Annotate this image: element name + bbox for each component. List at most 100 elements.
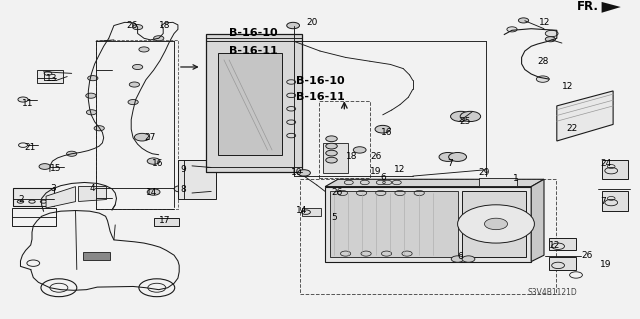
Circle shape [94,126,104,131]
Circle shape [86,110,97,115]
Bar [302,208,321,216]
Bar [13,188,54,206]
Circle shape [139,47,149,52]
Text: 19: 19 [600,260,612,269]
Text: B-16-11: B-16-11 [296,92,344,102]
Bar [319,101,370,178]
Text: 10: 10 [291,168,303,177]
Text: 7: 7 [600,197,606,206]
Circle shape [375,125,390,133]
Text: 22: 22 [566,124,578,133]
Text: 7: 7 [447,159,452,168]
Text: 14: 14 [296,206,307,215]
Circle shape [298,170,310,176]
Circle shape [536,76,549,82]
Text: 13: 13 [46,74,58,83]
Text: B-16-10: B-16-10 [229,28,278,39]
Circle shape [507,27,517,32]
Text: 26: 26 [127,21,138,30]
Text: 27: 27 [144,133,156,142]
Circle shape [326,150,337,156]
Bar [479,178,517,186]
Text: 16: 16 [381,128,392,137]
Polygon shape [325,179,544,187]
Bar [206,34,302,172]
Circle shape [545,37,556,42]
Text: 28: 28 [538,57,549,66]
Text: 26: 26 [581,251,593,260]
Text: 24: 24 [600,159,612,168]
Polygon shape [46,187,76,208]
Circle shape [484,218,508,230]
Text: 19: 19 [370,167,381,176]
Text: B-16-10: B-16-10 [296,76,344,86]
Circle shape [460,111,481,122]
Text: B-16-11: B-16-11 [229,46,278,56]
Bar [218,53,282,155]
Bar [330,191,458,257]
Circle shape [154,36,164,41]
Polygon shape [602,2,621,13]
Text: 5: 5 [332,213,337,222]
Text: 11: 11 [22,99,33,108]
Circle shape [287,22,300,29]
Text: 12: 12 [539,18,550,27]
Bar [178,160,216,199]
Text: 9: 9 [180,165,186,174]
Bar [549,238,576,250]
Bar [602,160,628,179]
Text: 12: 12 [394,165,405,174]
Text: 17: 17 [159,216,170,225]
Polygon shape [531,179,544,262]
Text: 18: 18 [159,21,170,30]
Circle shape [545,30,558,37]
Circle shape [39,164,51,169]
Circle shape [128,100,138,105]
Circle shape [326,157,337,163]
Bar [83,252,110,260]
Text: 15: 15 [50,164,61,173]
Circle shape [129,82,140,87]
Text: FR.: FR. [577,0,598,13]
Circle shape [88,76,98,81]
Polygon shape [557,91,613,141]
Text: 16: 16 [152,159,164,168]
Text: 12: 12 [562,82,573,91]
Text: 6: 6 [381,173,387,182]
Circle shape [147,189,160,195]
Text: 26: 26 [370,152,381,161]
Bar [602,191,628,211]
Text: 18: 18 [346,152,357,161]
Circle shape [326,136,337,142]
Circle shape [86,93,96,98]
Bar [37,70,63,83]
Circle shape [174,186,187,192]
Bar [462,191,526,257]
Bar [323,143,348,173]
Polygon shape [325,187,531,262]
Bar [300,179,556,294]
Circle shape [462,256,475,262]
Circle shape [451,256,464,262]
Text: 2: 2 [18,195,24,204]
Circle shape [326,143,337,149]
Circle shape [134,133,150,141]
Text: S3V4B1121D: S3V4B1121D [528,288,578,297]
Bar [12,208,56,226]
Text: 6: 6 [458,252,463,261]
Text: 20: 20 [306,18,317,27]
Circle shape [458,205,534,243]
Text: 3: 3 [50,184,56,193]
Text: 14: 14 [146,189,157,197]
Circle shape [353,147,366,153]
Bar [154,218,179,226]
Circle shape [518,18,529,23]
Circle shape [18,97,28,102]
Polygon shape [78,186,106,201]
Text: 25: 25 [460,117,471,126]
Circle shape [67,151,77,156]
Bar [549,257,576,270]
Text: 21: 21 [24,143,36,152]
Bar [96,40,178,209]
Text: 12: 12 [549,241,561,250]
